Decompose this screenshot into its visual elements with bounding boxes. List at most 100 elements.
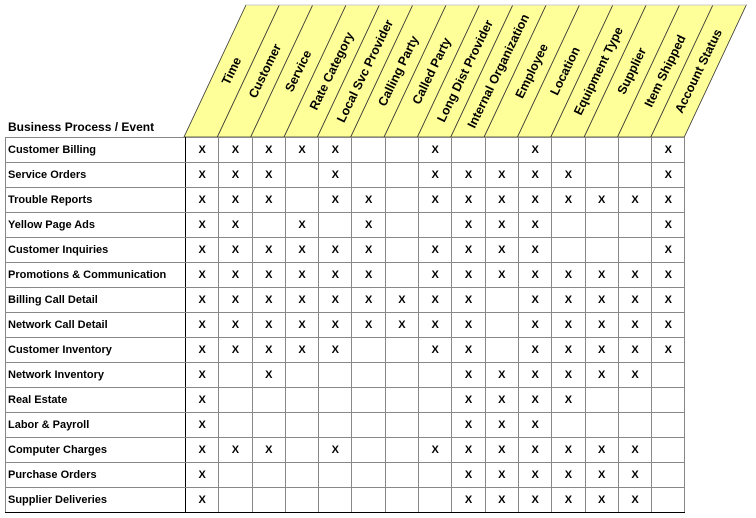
matrix-cell xyxy=(351,462,386,488)
matrix-cell xyxy=(418,212,453,238)
matrix-cell: X xyxy=(584,437,619,463)
matrix-cell: X xyxy=(551,262,586,288)
matrix-cell: X xyxy=(284,237,320,263)
row-label: Promotions & Communication xyxy=(5,262,186,288)
matrix-cell: X xyxy=(451,387,486,413)
matrix-cell xyxy=(318,412,353,438)
matrix-cell: X xyxy=(651,212,686,238)
matrix-cell xyxy=(584,237,619,263)
matrix-cell: X xyxy=(184,487,220,513)
matrix-cell: X xyxy=(218,237,253,263)
matrix-cell xyxy=(384,462,420,488)
matrix-cell xyxy=(384,487,420,513)
matrix-cell: X xyxy=(551,487,586,513)
matrix-cell xyxy=(351,487,386,513)
matrix-cell xyxy=(284,187,320,213)
matrix-cell: X xyxy=(184,212,220,238)
matrix-cell: X xyxy=(184,462,220,488)
matrix-cell: X xyxy=(517,287,553,313)
matrix-cell: X xyxy=(218,162,253,188)
matrix-cell xyxy=(584,412,619,438)
matrix-cell xyxy=(351,437,386,463)
matrix-cell: X xyxy=(218,137,253,163)
matrix-cell: X xyxy=(218,337,253,363)
matrix-cell xyxy=(484,337,519,363)
row-label: Customer Inventory xyxy=(5,337,186,363)
matrix-cell xyxy=(284,462,320,488)
matrix-cell: X xyxy=(351,187,386,213)
matrix-cell: X xyxy=(184,412,220,438)
matrix-cell: X xyxy=(484,437,519,463)
matrix-cell: X xyxy=(284,287,320,313)
matrix-cell: X xyxy=(451,212,486,238)
matrix-cell xyxy=(384,187,420,213)
matrix-cell xyxy=(284,162,320,188)
matrix-cell xyxy=(318,462,353,488)
matrix-cell xyxy=(617,137,653,163)
matrix-cell: X xyxy=(584,312,619,338)
matrix-cell xyxy=(351,362,386,388)
matrix-cell: X xyxy=(251,162,286,188)
matrix-cell: X xyxy=(651,287,686,313)
matrix-cell xyxy=(318,487,353,513)
matrix-cell: X xyxy=(184,337,220,363)
row-label: Customer Billing xyxy=(5,137,186,163)
matrix-cell: X xyxy=(184,187,220,213)
matrix-cell: X xyxy=(617,312,653,338)
matrix-cell: X xyxy=(184,237,220,263)
matrix-cell xyxy=(651,412,686,438)
matrix-cell: X xyxy=(551,187,586,213)
matrix-cell xyxy=(284,487,320,513)
matrix-cell: X xyxy=(318,287,353,313)
matrix-cell xyxy=(418,412,453,438)
matrix-cell: X xyxy=(184,287,220,313)
matrix-cell: X xyxy=(418,237,453,263)
matrix-cell xyxy=(584,387,619,413)
matrix-cell: X xyxy=(251,187,286,213)
table-row: Customer Inquiries X X X X X X X X X X X xyxy=(5,237,686,263)
row-label: Labor & Payroll xyxy=(5,412,186,438)
matrix-cell: X xyxy=(451,287,486,313)
row-label: Network Call Detail xyxy=(5,312,186,338)
matrix-cell: X xyxy=(517,462,553,488)
matrix-cell: X xyxy=(517,312,553,338)
matrix-cell: X xyxy=(551,162,586,188)
matrix-cell: X xyxy=(251,337,286,363)
row-label: Yellow Page Ads xyxy=(5,212,186,238)
matrix-cell: X xyxy=(418,162,453,188)
matrix-cell xyxy=(351,387,386,413)
matrix-cell xyxy=(551,412,586,438)
table-row: Billing Call Detail X X X X X X X X X X X X X X xyxy=(5,287,686,313)
matrix-cell: X xyxy=(318,312,353,338)
matrix-cell: X xyxy=(318,137,353,163)
row-label: Network Inventory xyxy=(5,362,186,388)
matrix-cell: X xyxy=(251,362,286,388)
table-row: Network Inventory X X X X X X X X xyxy=(5,362,686,388)
table-row: Computer Charges X X X X X X X X X X X xyxy=(5,437,686,463)
matrix-cell xyxy=(218,387,253,413)
matrix-cell xyxy=(484,287,519,313)
matrix-cell: X xyxy=(551,362,586,388)
matrix-cell: X xyxy=(351,237,386,263)
matrix-cell: X xyxy=(384,312,420,338)
matrix-cell xyxy=(218,487,253,513)
matrix-cell: X xyxy=(517,412,553,438)
matrix-table: Customer Billing X X X X X X X X Service Orders X X… xyxy=(5,137,686,513)
matrix-cell: X xyxy=(651,312,686,338)
matrix-cell xyxy=(284,387,320,413)
matrix-cell: X xyxy=(551,287,586,313)
matrix-cell: X xyxy=(251,312,286,338)
matrix-cell: X xyxy=(484,387,519,413)
matrix-cell: X xyxy=(651,137,686,163)
row-label: Supplier Deliveries xyxy=(5,487,186,513)
row-label: Purchase Orders xyxy=(5,462,186,488)
matrix-cell: X xyxy=(418,312,453,338)
row-label: Real Estate xyxy=(5,387,186,413)
matrix-cell: X xyxy=(384,287,420,313)
matrix-cell: X xyxy=(517,162,553,188)
table-row: Purchase Orders X X X X X X X xyxy=(5,462,686,488)
matrix-cell: X xyxy=(184,162,220,188)
matrix-cell xyxy=(284,362,320,388)
matrix-cell: X xyxy=(584,487,619,513)
